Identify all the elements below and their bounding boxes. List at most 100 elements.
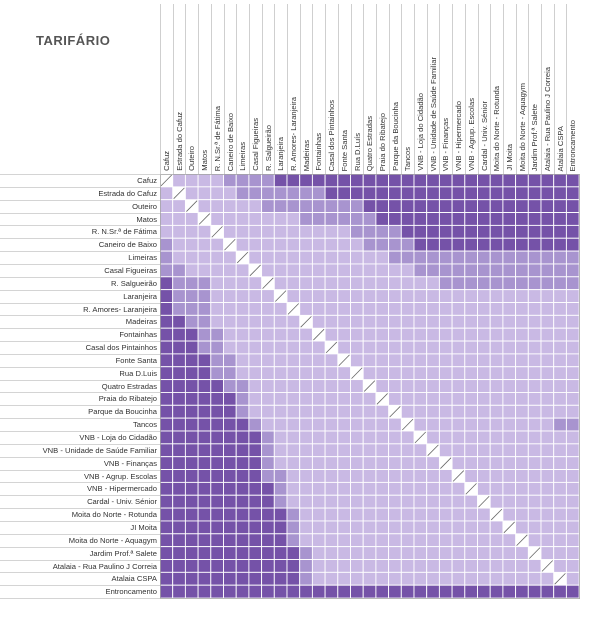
zone-cell: [337, 571, 351, 586]
zone-cell: [565, 186, 580, 201]
zone-cell: [261, 404, 275, 419]
zone-cell: [197, 559, 212, 573]
zone-cell: [438, 391, 453, 406]
zone-cell: [388, 224, 402, 239]
zone-cell: [362, 417, 377, 432]
zone-cell: [273, 391, 288, 406]
column-header-label: Caneiro de Baixo: [225, 112, 235, 171]
zone-cell: [451, 212, 466, 226]
zone-cell: [451, 559, 466, 573]
zone-cell: [362, 494, 377, 509]
zone-cell: [159, 417, 174, 432]
zone-cell: [248, 289, 263, 303]
zone-cell: [261, 250, 275, 265]
zone-cell: [210, 366, 224, 381]
zone-cell: [311, 314, 326, 329]
zone-cell: [464, 379, 478, 393]
zone-cell: [553, 276, 567, 291]
zone-cell: [273, 456, 288, 471]
zone-cell: [413, 199, 428, 214]
row-separator: [0, 302, 160, 304]
diagonal-slash: [224, 238, 236, 251]
zone-cell: [515, 276, 529, 291]
zone-cell: [515, 379, 529, 393]
zone-cell: [464, 340, 478, 355]
zone-cell: [159, 340, 174, 355]
zone-cell: [388, 379, 402, 393]
zone-cell: [464, 494, 478, 509]
zone-cell: [400, 314, 415, 329]
zone-cell: [451, 276, 466, 291]
zone-cell: [311, 366, 326, 381]
zone-cell: [210, 584, 224, 599]
zone-cell: [286, 353, 301, 368]
zone-cell: [261, 314, 275, 329]
zone-cell: [337, 546, 351, 560]
zone-cell: [273, 404, 288, 419]
zone-cell: [159, 314, 174, 329]
zone-cell: [515, 520, 529, 535]
diagonal-slash: [452, 470, 465, 482]
zone-cell: [515, 173, 529, 188]
zone-cell: [324, 404, 339, 419]
zone-cell: [375, 302, 390, 316]
zone-cell: [362, 391, 377, 406]
zone-cell: [248, 186, 263, 201]
zone-cell: [438, 366, 453, 381]
zone-cell: [337, 494, 351, 509]
zone-cell: [311, 546, 326, 560]
zone-cell: [197, 237, 212, 252]
column-header-label: Praia do Ribatejo: [377, 112, 387, 171]
zone-cell: [477, 237, 491, 252]
zone-cell: [515, 353, 529, 368]
zone-cell: [426, 469, 440, 483]
zone-cell: [286, 379, 301, 393]
zone-cell: [438, 559, 453, 573]
zone-cell: [400, 481, 415, 496]
zone-cell: [261, 494, 275, 509]
zone-cell: [311, 186, 326, 201]
zone-cell: [248, 391, 263, 406]
zone-cell: [540, 327, 555, 342]
zone-cell: [273, 276, 288, 291]
zone-cell: [464, 263, 478, 278]
zone-cell: [172, 507, 186, 522]
zone-cell: [540, 212, 555, 226]
zone-cell: [159, 289, 174, 303]
zone-cell: [502, 507, 517, 522]
zone-cell: [299, 379, 313, 393]
zone-cell: [223, 430, 237, 445]
zone-cell: [223, 212, 237, 226]
zone-cell: [311, 379, 326, 393]
zone-cell: [438, 186, 453, 201]
zone-cell: [311, 559, 326, 573]
zone-cell: [362, 327, 377, 342]
zone-cell: [286, 289, 301, 303]
zone-cell: [362, 250, 377, 265]
zone-cell: [413, 314, 428, 329]
column-header-label: VNB - Agrup. Escolas: [466, 97, 476, 171]
zone-cell: [413, 250, 428, 265]
zone-cell: [210, 186, 224, 201]
zone-cell: [540, 186, 555, 201]
zone-cell: [477, 584, 491, 599]
zone-cell: [210, 456, 224, 471]
zone-cell: [489, 186, 504, 201]
zone-cell: [400, 520, 415, 535]
zone-cell: [375, 250, 390, 265]
zone-cell: [299, 391, 313, 406]
zone-cell: [553, 494, 567, 509]
zone-cell: [337, 559, 351, 573]
row-label: Entroncamento: [105, 587, 158, 597]
zone-cell: [451, 250, 466, 265]
zone-cell: [400, 302, 415, 316]
zone-cell: [527, 379, 542, 393]
zone-cell: [477, 173, 491, 188]
zone-cell: [362, 456, 377, 471]
row-separator: [0, 186, 160, 188]
zone-cell: [502, 456, 517, 471]
zone-cell: [324, 302, 339, 316]
zone-cell: [502, 237, 517, 252]
zone-cell: [413, 494, 428, 509]
zone-cell: [477, 546, 491, 560]
